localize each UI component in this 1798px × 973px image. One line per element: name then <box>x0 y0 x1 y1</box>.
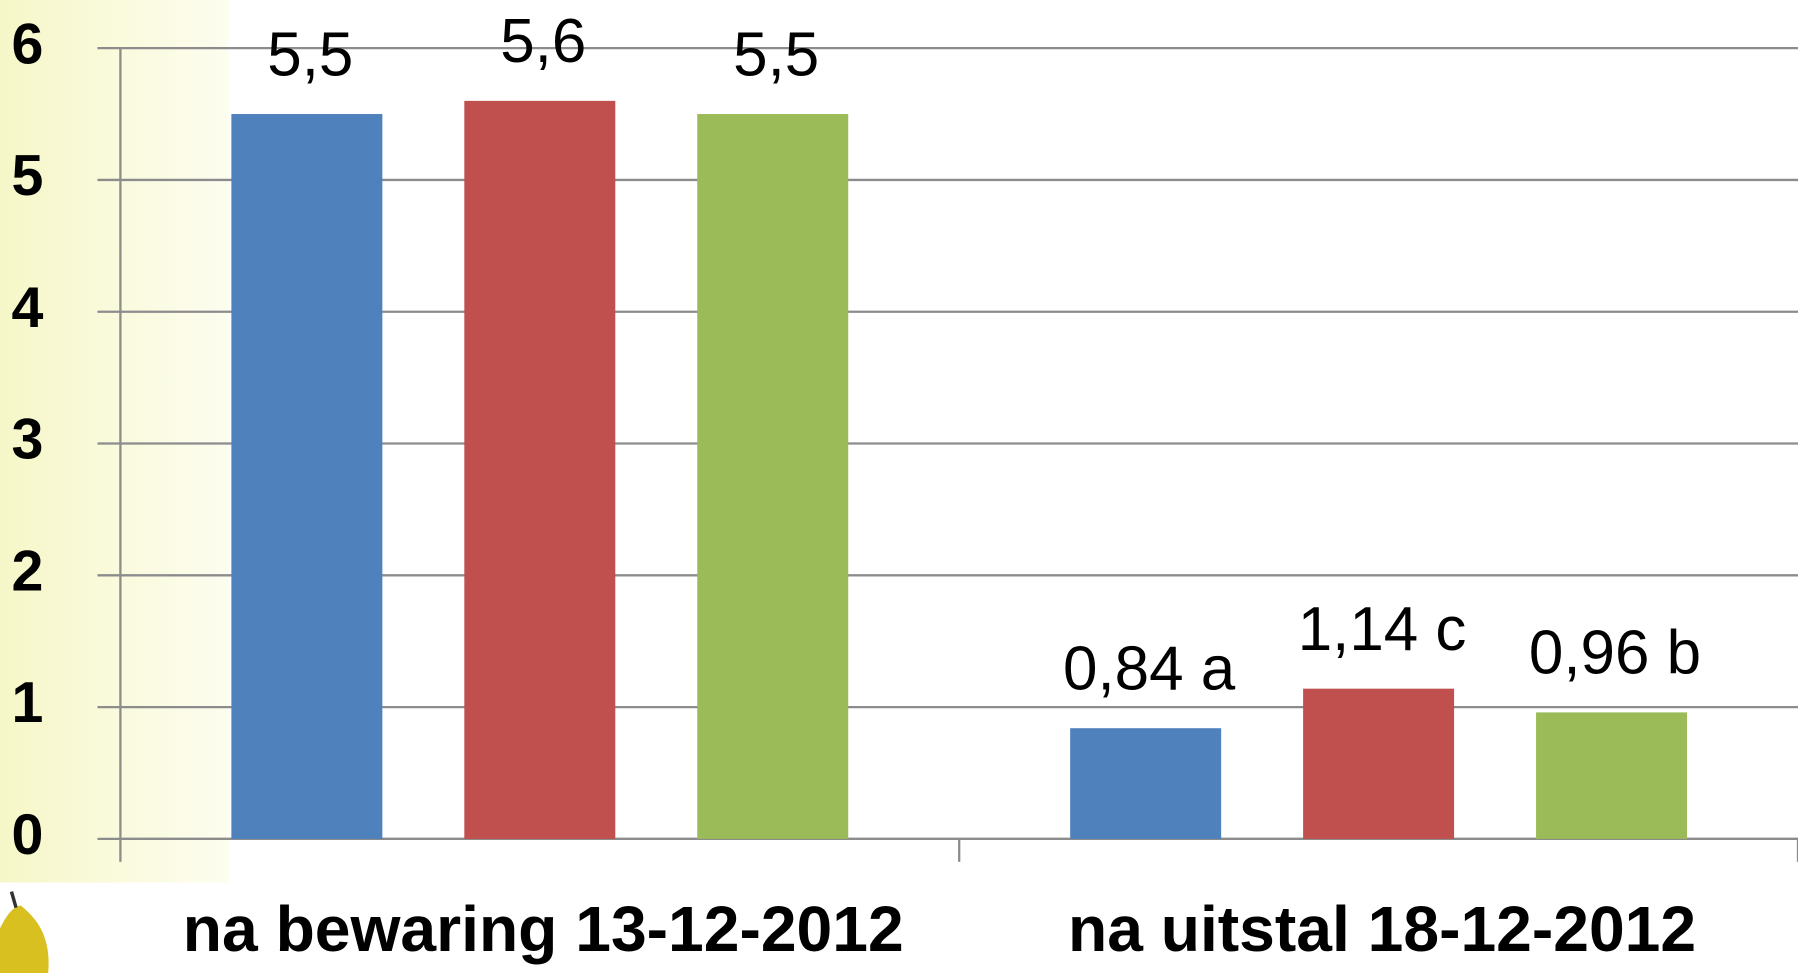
value-label: 1,14 c <box>1298 595 1467 664</box>
value-label: 5,5 <box>267 20 353 89</box>
y-tick-label: 4 <box>11 276 43 340</box>
pear-icon <box>0 891 49 973</box>
y-tick-label: 1 <box>11 671 43 735</box>
value-label: 5,5 <box>733 20 819 89</box>
x-tick-label: na uitstal 18-12-2012 <box>1068 893 1696 965</box>
value-label: 5,6 <box>500 7 586 76</box>
bars <box>231 100 1688 839</box>
y-tick-label: 5 <box>11 144 43 208</box>
grid <box>97 46 1798 862</box>
y-tick-label: 0 <box>11 803 43 867</box>
bar <box>1303 688 1455 839</box>
bar <box>1070 728 1222 839</box>
value-label: 0,96 b <box>1529 619 1701 688</box>
y-tick-label: 6 <box>11 12 43 76</box>
y-tick-label: 2 <box>11 539 43 603</box>
y-tick-label: 3 <box>11 408 43 472</box>
bar <box>231 114 383 839</box>
value-label: 0,84 a <box>1063 635 1236 704</box>
bar <box>697 114 849 839</box>
labels: 0 1 2 3 4 5 6 na bewaring 13-12-2012 5,5 5,6 5,5 na… <box>11 7 1701 965</box>
x-tick-label: na bewaring 13-12-2012 <box>183 893 904 965</box>
background-accent <box>0 0 230 883</box>
bar <box>1536 712 1688 839</box>
bar <box>464 100 616 839</box>
